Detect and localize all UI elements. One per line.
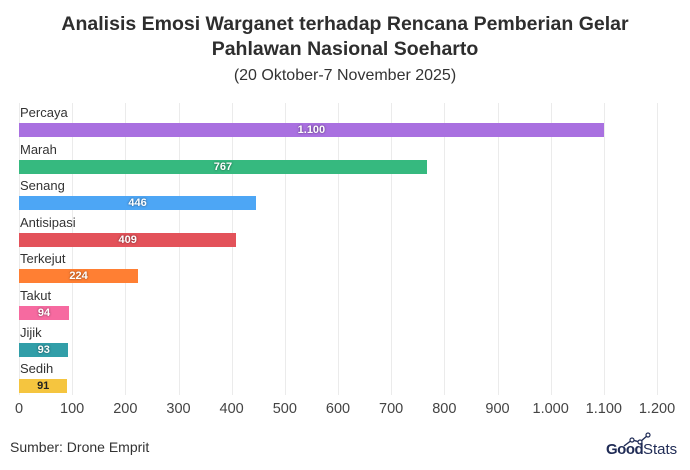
plot-area: Percaya 1.100 Marah 767 Senang 446 Antisipasi 4… bbox=[19, 103, 658, 397]
category-label: Terkejut bbox=[20, 251, 66, 267]
chart-title-line2: Pahlawan Nasional Soeharto bbox=[211, 38, 479, 60]
category-label: Senang bbox=[20, 178, 65, 194]
gridline bbox=[550, 103, 552, 395]
x-tick-label: 800 bbox=[432, 401, 457, 417]
gridline bbox=[19, 103, 20, 395]
bar-row: Sedih 91 bbox=[19, 361, 657, 397]
value-label: 91 bbox=[37, 380, 50, 393]
gridline bbox=[444, 103, 446, 395]
bar-row: Terkejut 224 bbox=[19, 251, 657, 287]
gridline bbox=[178, 103, 180, 395]
category-label: Takut bbox=[20, 288, 52, 303]
logo-text-stats: Stats bbox=[643, 441, 678, 458]
bar[interactable]: 446 bbox=[19, 196, 257, 211]
x-tick-label: 400 bbox=[219, 401, 244, 417]
gridline bbox=[284, 103, 286, 395]
chart-title: Analisis Emosi Warganet terhadap Rencana… bbox=[0, 12, 690, 62]
x-tick-label: 600 bbox=[325, 401, 351, 417]
bar-row: Jijik 93 bbox=[19, 325, 657, 361]
x-tick-label: 0 bbox=[14, 401, 24, 417]
bar-row: Takut 94 bbox=[19, 288, 657, 324]
bar[interactable]: 94 bbox=[19, 306, 69, 320]
x-tick-label: 500 bbox=[272, 401, 297, 417]
goodstats-logo: Good Stats bbox=[606, 432, 684, 460]
bar[interactable]: 91 bbox=[19, 379, 68, 394]
category-label: Sedih bbox=[20, 361, 54, 377]
x-tick-label: 200 bbox=[113, 401, 138, 417]
gridline bbox=[338, 103, 339, 395]
value-label: 224 bbox=[69, 270, 88, 283]
value-label: 93 bbox=[37, 343, 50, 356]
chart-title-line1: Analisis Emosi Warganet terhadap Rencana… bbox=[61, 13, 629, 35]
x-tick-label: 1.200 bbox=[638, 401, 676, 417]
x-tick-label: 100 bbox=[60, 401, 85, 417]
x-tick-label: 1.100 bbox=[585, 401, 622, 417]
trend-line-icon bbox=[623, 432, 651, 447]
category-label: Percaya bbox=[20, 105, 68, 120]
x-tick-label: 300 bbox=[166, 401, 191, 417]
value-label: 409 bbox=[118, 233, 137, 246]
x-tick-label: 700 bbox=[379, 401, 404, 417]
gridline bbox=[603, 103, 605, 395]
value-label: 446 bbox=[128, 197, 147, 210]
gridline bbox=[391, 103, 393, 395]
gridline bbox=[72, 103, 74, 395]
value-label: 94 bbox=[37, 307, 51, 319]
bar-row: Senang 446 bbox=[19, 178, 657, 214]
bar[interactable]: 224 bbox=[19, 269, 139, 284]
value-label: 767 bbox=[213, 160, 233, 173]
gridline bbox=[125, 103, 127, 395]
source-note: Sumber: Drone Emprit bbox=[10, 439, 150, 455]
bar-row: Marah 767 bbox=[19, 142, 657, 178]
category-label: Marah bbox=[20, 141, 57, 157]
category-label: Antisipasi bbox=[20, 214, 76, 230]
logo-text-good: Good bbox=[606, 441, 644, 458]
gridline bbox=[657, 103, 658, 395]
category-label: Jijik bbox=[20, 324, 42, 340]
gridline bbox=[231, 103, 233, 395]
bar[interactable]: 767 bbox=[19, 159, 427, 174]
value-label: 1.100 bbox=[297, 124, 326, 136]
bar-row: Antisipasi 409 bbox=[19, 215, 657, 251]
bar-row: Percaya 1.100 bbox=[19, 105, 657, 141]
gridline bbox=[497, 103, 499, 395]
x-tick-label: 900 bbox=[485, 401, 510, 417]
bar[interactable]: 1.100 bbox=[19, 123, 604, 137]
chart-subtitle: (20 Oktober-7 November 2025) bbox=[233, 67, 457, 84]
bar[interactable]: 409 bbox=[19, 232, 237, 247]
x-tick-label: 1.000 bbox=[532, 401, 569, 417]
bar[interactable]: 93 bbox=[19, 342, 69, 357]
